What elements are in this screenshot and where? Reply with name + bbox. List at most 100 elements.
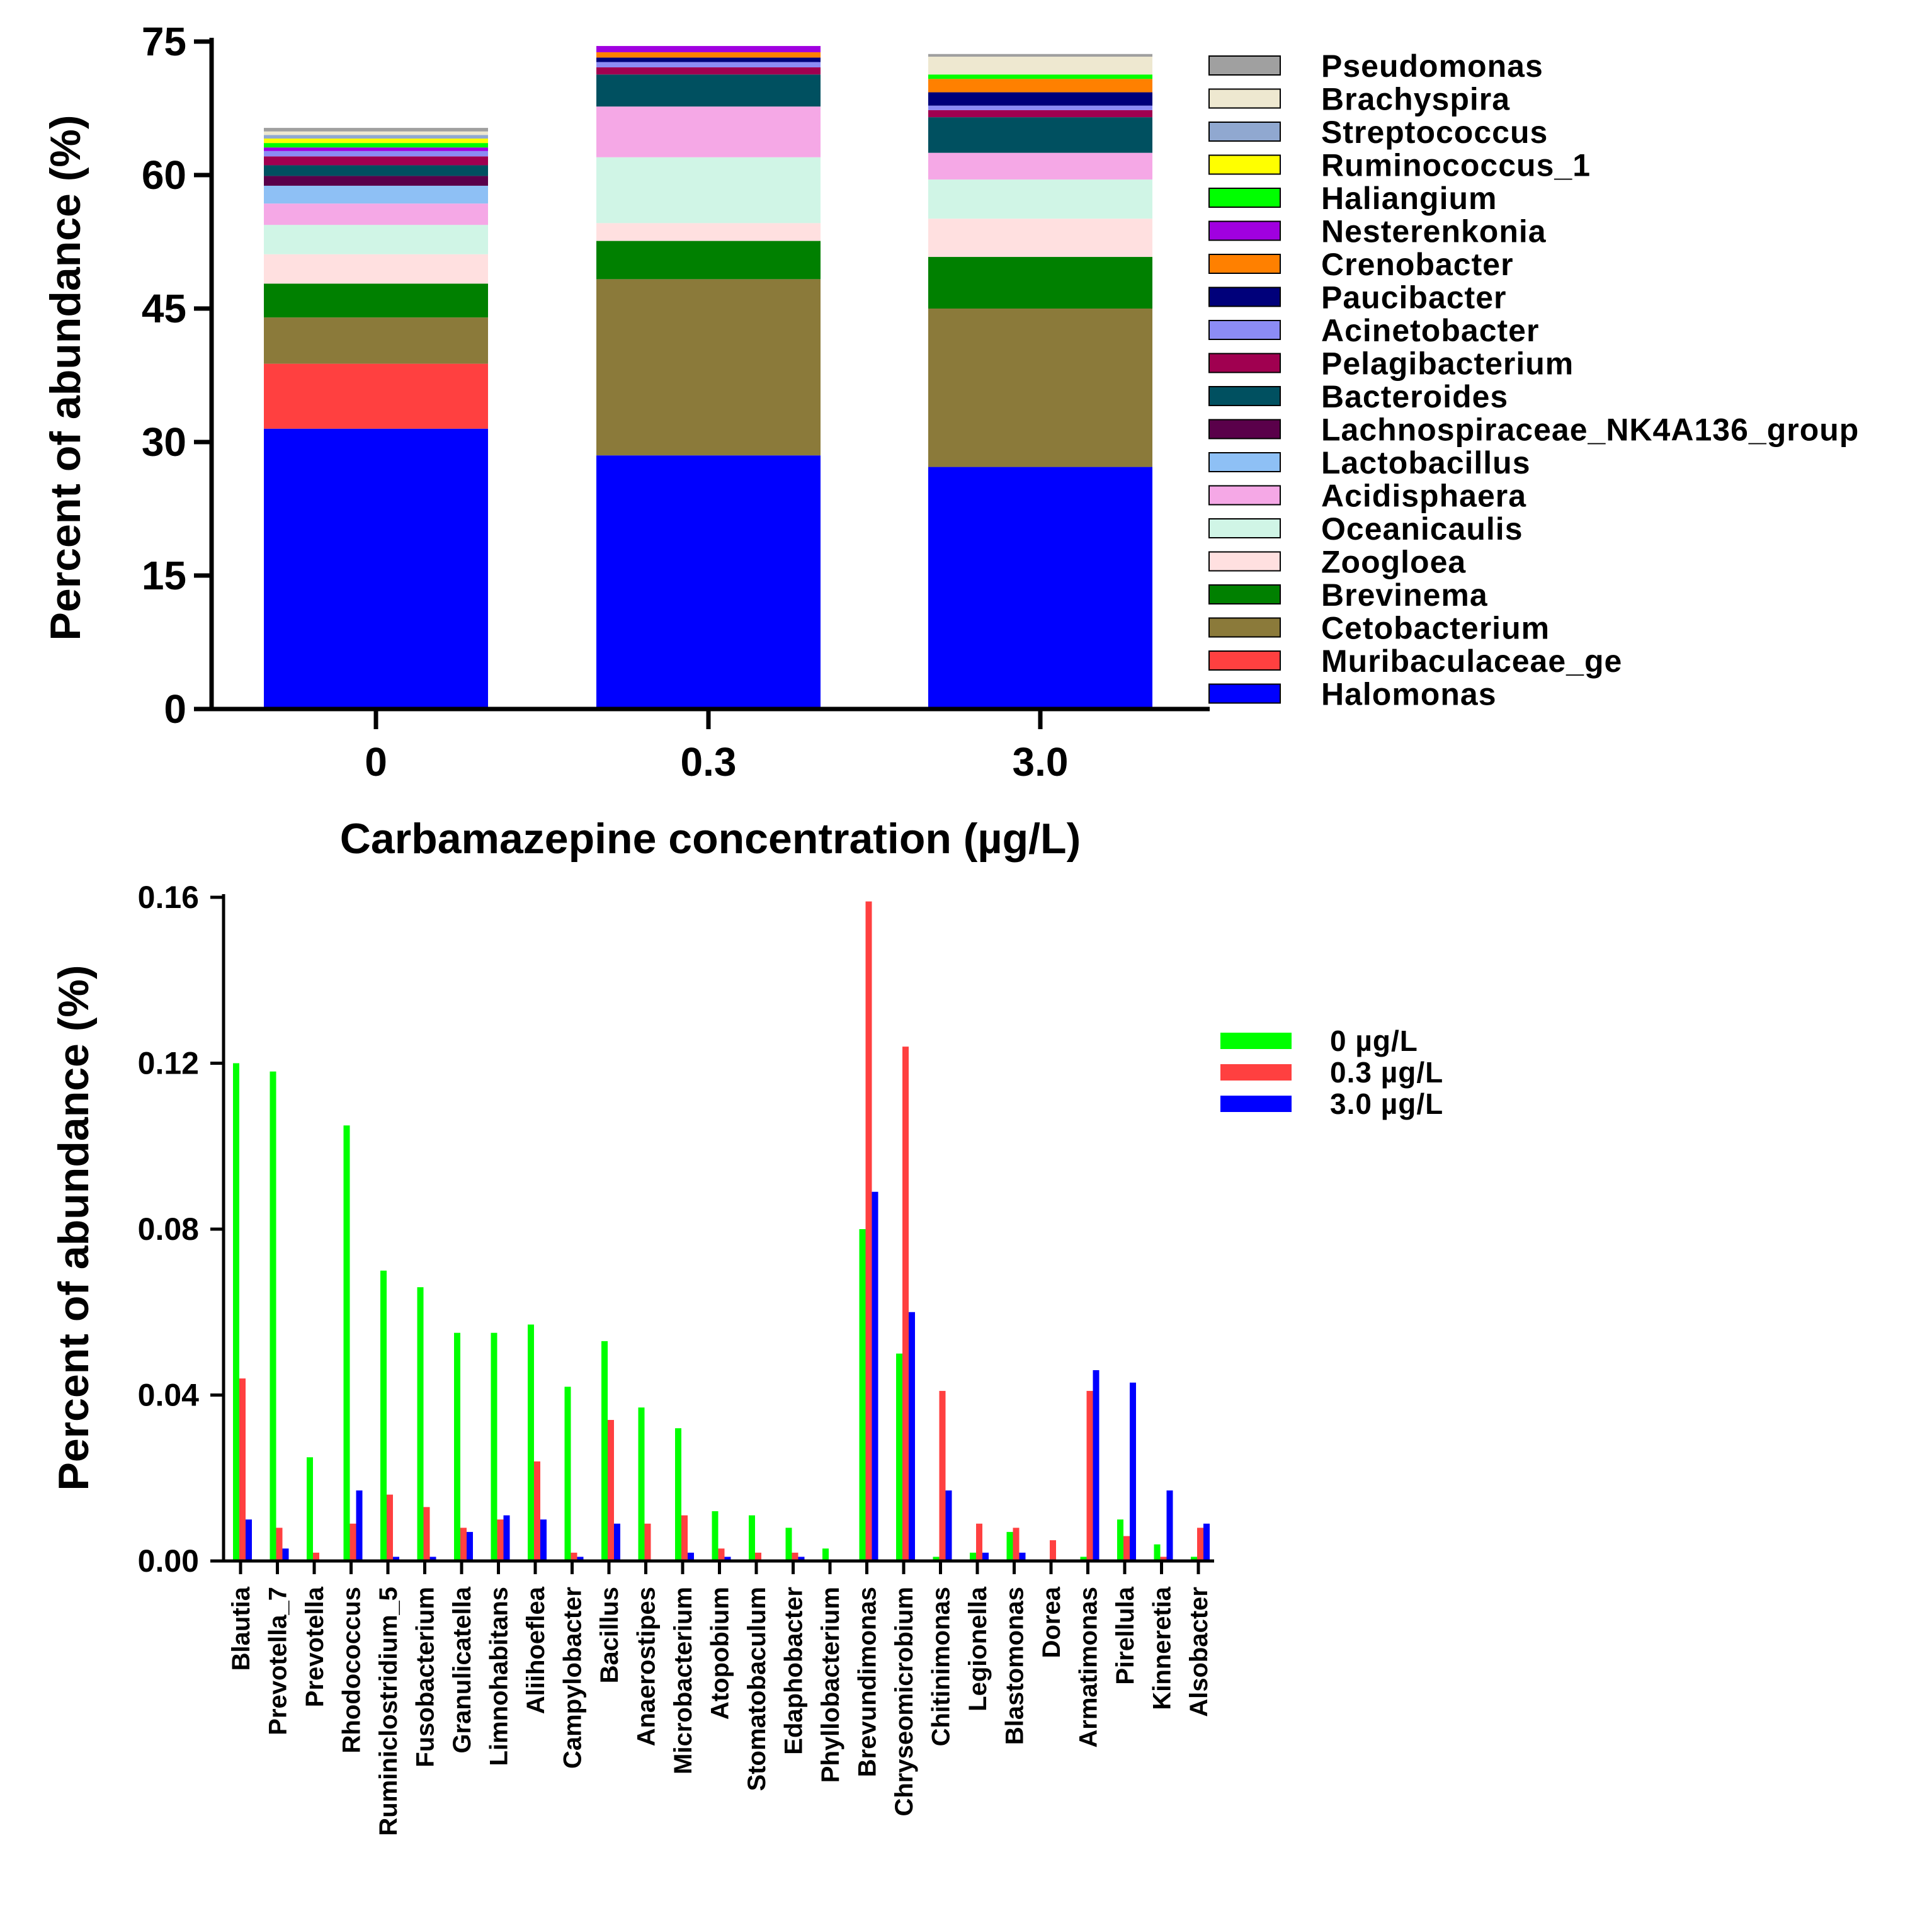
bar-bacillus-0-3-g-l	[608, 1420, 614, 1561]
bar-segment-paucibacter-3-0	[928, 92, 1152, 106]
y-tick-label: 0.12	[138, 1046, 199, 1081]
bar-segment-brachyspira-3-0	[928, 57, 1152, 75]
bar-blautia-3-0-g-l	[246, 1519, 252, 1561]
grouped-bars	[233, 901, 1210, 1561]
x-tick-label: 0	[365, 739, 387, 785]
bar-segment-zoogloea-0-3	[596, 223, 821, 241]
x-tick-label: 0.3	[681, 739, 737, 785]
bar-segment-acinetobacter-0	[264, 150, 488, 157]
bar-phyllobacterium-0-g-l	[822, 1548, 829, 1561]
bar-pirellula-0-3-g-l	[1123, 1536, 1130, 1561]
bar-segment-bacteroides-0	[264, 165, 488, 176]
bar-rhodococcus-0-g-l	[343, 1125, 350, 1561]
x-tick-label: Phyllobacterium	[817, 1587, 844, 1783]
x-tick-label: Anaerostipes	[633, 1587, 661, 1746]
bar-aliihoeflea-0-3-g-l	[534, 1461, 540, 1561]
bar-segment-halomonas-3-0	[928, 467, 1152, 709]
bar-kinneretia-0-g-l	[1154, 1544, 1161, 1561]
bar-segment-oceanicaulis-0	[264, 225, 488, 254]
x-tick-label: Dorea	[1038, 1586, 1065, 1658]
bar-armatimonas-0-3-g-l	[1086, 1390, 1093, 1561]
bar-anaerostipes-0-g-l	[638, 1407, 645, 1561]
legend-swatch-haliangium	[1208, 188, 1281, 208]
bar-segment-acidisphaera-3-0	[928, 152, 1152, 180]
bar-segment-brachyspira-0	[264, 131, 488, 135]
bar-atopobium-0-3-g-l	[718, 1548, 725, 1561]
legend-label-pseudomonas: Pseudomonas	[1321, 48, 1543, 84]
bar-limnohabitans-0-g-l	[491, 1332, 497, 1561]
bar-anaerostipes-0-3-g-l	[644, 1523, 651, 1561]
legend-swatch-ruminococcus-1	[1208, 154, 1281, 175]
bar-blastomonas-0-3-g-l	[1013, 1528, 1020, 1561]
y-tick-label: 0	[164, 686, 186, 732]
x-tick-label: Edaphobacter	[780, 1587, 808, 1755]
legend-swatch-bacteroides	[1208, 386, 1281, 406]
bar-alsobacter-0-g-l	[1191, 1557, 1197, 1561]
bar-dorea-0-3-g-l	[1050, 1540, 1056, 1561]
x-tick-label: Prevotella	[301, 1586, 329, 1707]
bar-chitinimonas-0-3-g-l	[939, 1390, 946, 1561]
x-tick-label: Brevundimonas	[854, 1587, 882, 1777]
legend-label-bacteroides: Bacteroides	[1321, 379, 1508, 414]
x-tick-label: 3.0	[1013, 739, 1069, 785]
legend-swatch-oceanicaulis	[1208, 518, 1281, 538]
bar-segment-lactobacillus-0	[264, 185, 488, 204]
y-axis-ticks: 0 15 30 45 60 75	[142, 19, 212, 732]
legend-label-cetobacterium: Cetobacterium	[1321, 611, 1550, 646]
x-tick-label: Fusobacterium	[412, 1587, 440, 1768]
bar-chitinimonas-3-0-g-l	[945, 1490, 952, 1561]
bar-segment-nesterenkonia-0-3	[596, 46, 821, 52]
x-tick-label: Microbacterium	[669, 1587, 697, 1774]
bar-segment-crenobacter-0-3	[596, 52, 821, 58]
legend-label-0-g-l: 0 µg/L	[1330, 1024, 1418, 1057]
bar-segment-pelagibacterium-0	[264, 156, 488, 166]
legend-label-streptococcus: Streptococcus	[1321, 115, 1548, 150]
bar-segment-brevinema-0-3	[596, 241, 821, 280]
bar-segment-crenobacter-3-0	[928, 79, 1152, 93]
legend-swatch-crenobacter	[1208, 254, 1281, 274]
bar-segment-pseudomonas-3-0	[928, 54, 1152, 57]
x-tick-label: Chitinimonas	[928, 1587, 955, 1746]
bar-segment-nesterenkonia-0	[264, 147, 488, 151]
x-tick-label: Chryseomicrobium	[890, 1587, 918, 1817]
legend-label-lactobacillus: Lactobacillus	[1321, 445, 1531, 480]
x-tick-label: Blautia	[227, 1586, 255, 1671]
bar-chryseomicrobium-3-0-g-l	[909, 1312, 915, 1561]
bar-microbacterium-3-0-g-l	[688, 1552, 694, 1561]
x-tick-label: Campylobacter	[559, 1587, 587, 1769]
stacked-bar-chart: 0 15 30 45 60 75 0 0.3 3.0 Percent of abundance…	[42, 19, 1859, 863]
bar-segment-streptococcus-0	[264, 135, 488, 139]
legend-label-pelagibacterium: Pelagibacterium	[1321, 346, 1574, 382]
y-tick-label: 45	[142, 286, 186, 331]
legend-swatch-lactobacillus	[1208, 452, 1281, 472]
y-axis-label: Percent of abundance (%)	[42, 115, 89, 640]
bar-segment-halomonas-0-3	[596, 455, 821, 709]
legend-swatch-muribaculaceae-ge	[1208, 650, 1281, 671]
bar-armatimonas-3-0-g-l	[1093, 1370, 1100, 1561]
x-tick-label: Stomatobaculum	[743, 1587, 771, 1791]
legend: PseudomonasBrachyspiraStreptococcusRumin…	[1208, 48, 1859, 712]
x-axis-ticks: 0 0.3 3.0	[365, 709, 1068, 785]
bar-edaphobacter-0-3-g-l	[792, 1552, 798, 1561]
bar-kinneretia-3-0-g-l	[1166, 1490, 1173, 1561]
bar-blastomonas-0-g-l	[1006, 1531, 1013, 1561]
legend-label-ruminococcus-1: Ruminococcus_1	[1321, 148, 1591, 183]
y-axis-ticks: 0.00 0.04 0.08 0.12 0.16	[138, 880, 224, 1579]
bar-armatimonas-0-g-l	[1080, 1557, 1087, 1561]
legend-swatch-acidisphaera	[1208, 485, 1281, 506]
bar-segment-lachnospiraceae-nk4a136-group-0	[264, 176, 488, 186]
x-tick-label: Atopobium	[707, 1587, 734, 1720]
bar-chitinimonas-0-g-l	[933, 1557, 940, 1561]
bar-atopobium-0-g-l	[712, 1511, 719, 1561]
bar-fusobacterium-0-3-g-l	[423, 1507, 430, 1561]
bar-segment-paucibacter-0-3	[596, 57, 821, 62]
bar-prevotella-7-0-3-g-l	[276, 1528, 283, 1561]
bar-alsobacter-0-3-g-l	[1197, 1528, 1203, 1561]
legend-swatch-0-3-g-l	[1220, 1064, 1292, 1081]
legend-label-oceanicaulis: Oceanicaulis	[1321, 511, 1523, 547]
bar-segment-pelagibacterium-3-0	[928, 110, 1152, 118]
x-tick-label: Limnohabitans	[486, 1587, 513, 1766]
bar-segment-bacteroides-0-3	[596, 74, 821, 107]
legend-label-lachnospiraceae-nk4a136-group: Lachnospiraceae_NK4A136_group	[1321, 412, 1859, 448]
